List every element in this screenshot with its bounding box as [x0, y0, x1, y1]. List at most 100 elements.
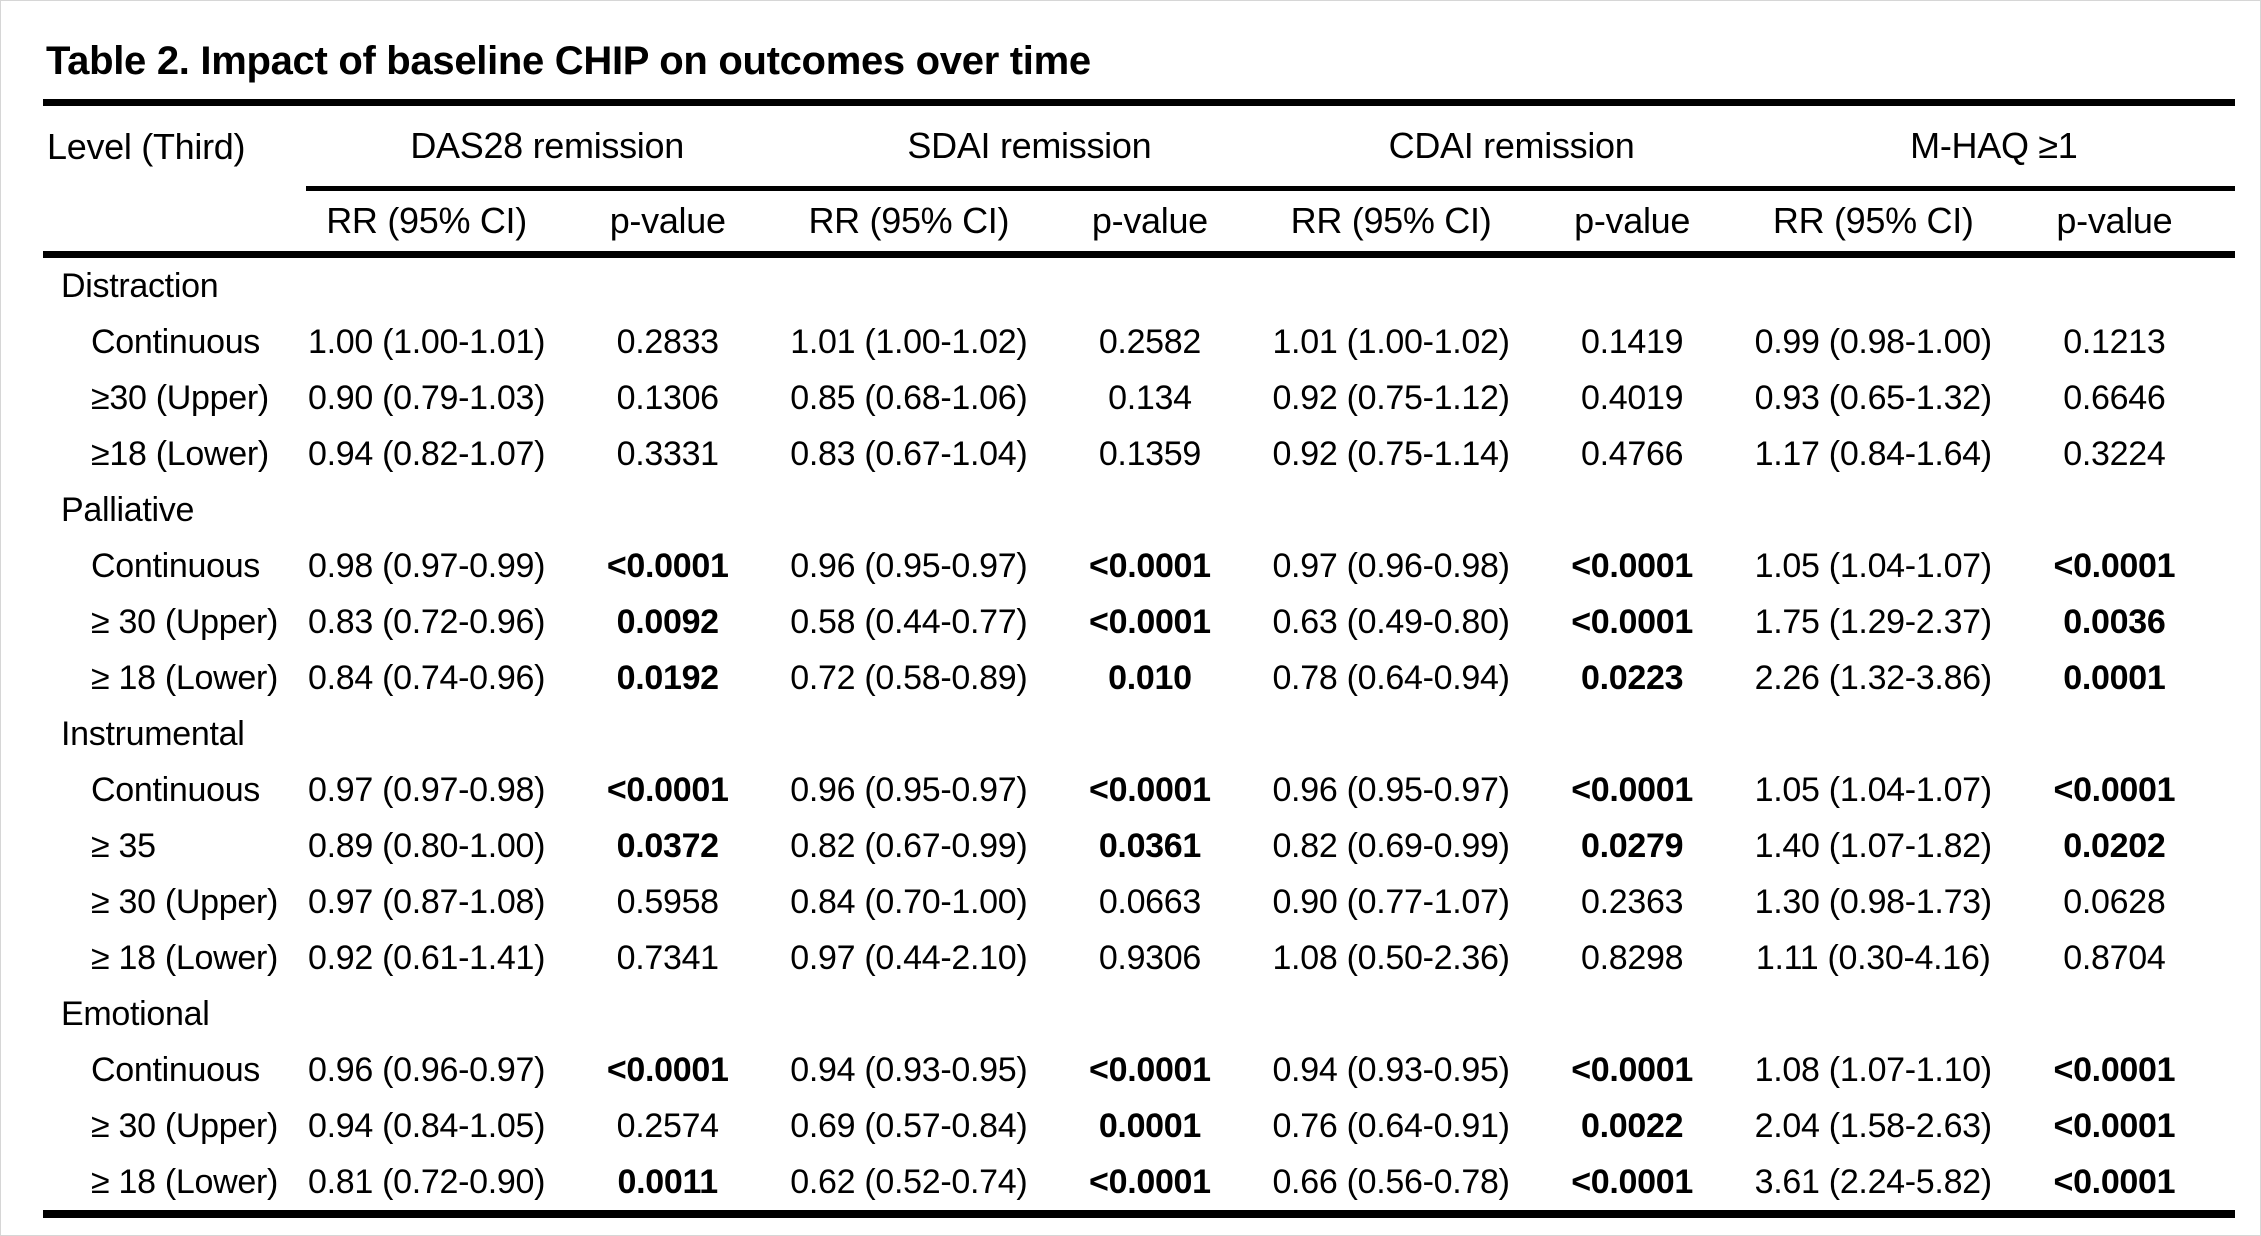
section-row: Emotional: [43, 986, 2235, 1042]
rr-cell: 1.08 (1.07-1.10): [1754, 1050, 1992, 1089]
section-label: Instrumental: [61, 714, 245, 753]
pvalue-cell: <0.0001: [2053, 770, 2176, 809]
table-row: ≥ 30 (Upper) 0.97 (0.87-1.08) 0.5958 0.84 (…: [43, 874, 2235, 930]
pvalue-cell: 0.2582: [1098, 322, 1202, 361]
pvalue-cell: 0.0011: [547, 1154, 789, 1218]
rr-cell: 0.97 (0.44-2.10): [790, 938, 1028, 977]
table-row: Continuous 1.00 (1.00-1.01) 0.2833 1.01 (1.…: [43, 314, 2235, 370]
pvalue-cell: 0.0192: [616, 658, 720, 697]
rr-cell: 0.84 (0.70-1.00): [790, 882, 1028, 921]
column-header-pvalue: p-value: [1511, 188, 1753, 258]
pvalue-cell: 0.0001: [1098, 1106, 1202, 1145]
level-cell: Continuous: [91, 322, 261, 361]
rr-cell: 0.92 (0.61-1.41): [308, 938, 546, 977]
table-row: ≥ 18 (Lower) 0.92 (0.61-1.41) 0.7341 0.97 (…: [43, 930, 2235, 986]
rr-cell: 2.04 (1.58-2.63): [1754, 1106, 1992, 1145]
rr-cell: 1.05 (1.04-1.07): [1754, 770, 1992, 809]
rr-cell: 0.92 (0.75-1.12): [1272, 378, 1510, 417]
rr-cell: 1.17 (0.84-1.64): [1754, 434, 1992, 473]
rr-cell: 1.11 (0.30-4.16): [1755, 938, 1991, 977]
table-row: ≥ 30 (Upper) 0.94 (0.84-1.05) 0.2574 0.69 (…: [43, 1098, 2235, 1154]
pvalue-cell: 0.2363: [1581, 882, 1684, 921]
pvalue-cell: 0.1306: [616, 378, 720, 417]
rr-cell: 0.97 (0.97-0.98): [308, 770, 546, 809]
pvalue-cell: <0.0001: [2053, 546, 2176, 585]
level-cell: ≥ 18 (Lower): [43, 1154, 307, 1218]
rr-cell: 0.83 (0.72-0.96): [308, 602, 546, 641]
level-cell: ≥ 18 (Lower): [91, 938, 279, 977]
column-header-pvalue: p-value: [1029, 188, 1271, 258]
pvalue-cell: 0.8298: [1581, 938, 1684, 977]
table-row: Continuous 0.96 (0.96-0.97) <0.0001 0.94 (0…: [43, 1042, 2235, 1098]
rr-cell: 0.69 (0.57-0.84): [790, 1106, 1028, 1145]
pvalue-cell: 0.134: [1108, 378, 1192, 417]
table-row: Continuous 0.97 (0.97-0.98) <0.0001 0.96 (0…: [43, 762, 2235, 818]
pvalue-cell: 0.4766: [1581, 434, 1684, 473]
pvalue-cell: 0.3224: [2063, 434, 2166, 473]
section-row: Instrumental: [43, 706, 2235, 762]
pvalue-cell: 0.2833: [616, 322, 720, 361]
rr-cell: 0.76 (0.64-0.91): [1272, 1106, 1510, 1145]
level-cell: ≥ 30 (Upper): [91, 1106, 279, 1145]
rr-cell: 0.78 (0.64-0.94): [1272, 658, 1510, 697]
pvalue-cell: 0.2574: [616, 1106, 720, 1145]
pvalue-cell: 0.7341: [616, 938, 720, 977]
pvalue-cell: <0.0001: [1571, 546, 1693, 585]
pvalue-cell: <0.0001: [2053, 1106, 2176, 1145]
pvalue-cell: <0.0001: [1511, 1154, 1753, 1218]
pvalue-cell: 0.0001: [2063, 658, 2166, 697]
rr-cell: 0.96 (0.95-0.97): [790, 770, 1028, 809]
group-header-row: Level (Third) DAS28 remission SDAI remis…: [43, 102, 2235, 258]
pvalue-cell: 0.010: [1108, 658, 1192, 697]
rr-cell: 0.94 (0.82-1.07): [308, 434, 546, 473]
column-header-rr: RR (95% CI): [1752, 188, 1994, 258]
pvalue-cell: 0.0202: [2063, 826, 2166, 865]
rr-cell: 2.26 (1.32-3.86): [1754, 658, 1992, 697]
pvalue-cell: 0.0628: [2063, 882, 2166, 921]
rr-cell: 0.72 (0.58-0.89): [790, 658, 1028, 697]
pvalue-cell: <0.0001: [1571, 602, 1693, 641]
rr-cell: 0.96 (0.96-0.97): [308, 1050, 546, 1089]
level-cell: Continuous: [91, 546, 261, 585]
table-row: ≥ 30 (Upper) 0.83 (0.72-0.96) 0.0092 0.58 (…: [43, 594, 2235, 650]
level-cell: ≥30 (Upper): [91, 378, 269, 417]
level-cell: ≥18 (Lower): [91, 434, 269, 473]
rr-cell: 1.40 (1.07-1.82): [1754, 826, 1992, 865]
pvalue-cell: 0.1213: [2063, 322, 2166, 361]
pvalue-cell: 0.9306: [1098, 938, 1202, 977]
rr-cell: 1.08 (0.50-2.36): [1272, 938, 1510, 977]
pvalue-cell: <0.0001: [1029, 1154, 1271, 1218]
column-header-pvalue: p-value: [547, 188, 789, 258]
rr-cell: 3.61 (2.24-5.82): [1752, 1154, 1994, 1218]
rr-cell: 1.01 (1.00-1.02): [790, 322, 1028, 361]
pvalue-cell: <0.0001: [2053, 1050, 2176, 1089]
pvalue-cell: 0.3331: [616, 434, 720, 473]
pvalue-cell: 0.0022: [1581, 1106, 1684, 1145]
table-row: Continuous 0.98 (0.97-0.99) <0.0001 0.96 (0…: [43, 538, 2235, 594]
table-row: ≥ 18 (Lower) 0.81 (0.72-0.90) 0.0011 0.62 (…: [43, 1154, 2235, 1218]
rr-cell: 0.62 (0.52-0.74): [788, 1154, 1030, 1218]
column-header-pvalue: p-value: [1993, 188, 2235, 258]
column-header-rr: RR (95% CI): [1270, 188, 1512, 258]
level-cell: ≥ 30 (Upper): [91, 882, 279, 921]
column-header-rr: RR (95% CI): [788, 188, 1030, 258]
rr-cell: 0.83 (0.67-1.04): [790, 434, 1028, 473]
rr-cell: 0.81 (0.72-0.90): [306, 1154, 548, 1218]
table-row: ≥ 35 0.89 (0.80-1.00) 0.0372 0.82 (0.67-0.9…: [43, 818, 2235, 874]
section-label: Emotional: [61, 994, 210, 1033]
rr-cell: 0.63 (0.49-0.80): [1272, 602, 1510, 641]
pvalue-cell: 0.4019: [1581, 378, 1684, 417]
rr-cell: 1.00 (1.00-1.01): [308, 322, 546, 361]
table-body: Distraction Continuous 1.00 (1.00-1.01) 0.2…: [43, 255, 2235, 1218]
section-row: Palliative: [43, 482, 2235, 538]
rr-cell: 1.05 (1.04-1.07): [1754, 546, 1992, 585]
pvalue-cell: <0.0001: [606, 770, 729, 809]
pvalue-cell: 0.0361: [1098, 826, 1202, 865]
level-cell: ≥ 30 (Upper): [91, 602, 279, 641]
rr-cell: 1.75 (1.29-2.37): [1754, 602, 1992, 641]
pvalue-cell: 0.8704: [2063, 938, 2166, 977]
rr-cell: 0.90 (0.77-1.07): [1272, 882, 1510, 921]
level-cell: Continuous: [91, 770, 261, 809]
pvalue-cell: <0.0001: [606, 546, 729, 585]
